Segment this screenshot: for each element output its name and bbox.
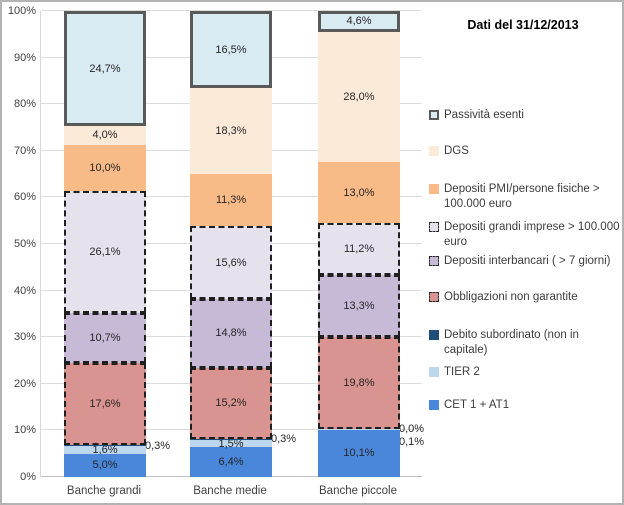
chart-title: Dati del 31/12/2013 xyxy=(467,18,579,32)
segment xyxy=(318,10,400,32)
gridline xyxy=(41,10,422,11)
y-tick-label: 10% xyxy=(13,424,36,437)
legend-swatch-icon xyxy=(429,146,439,156)
segment xyxy=(64,11,146,127)
legend-swatch-icon xyxy=(429,222,439,232)
legend-swatch-icon xyxy=(429,367,439,377)
legend-label: Depositi PMI/persone fisiche > 100.000 e… xyxy=(444,183,600,210)
category-label: Banche medie xyxy=(193,485,267,497)
bar-banche-piccole: 10,1% 19,8% 13,3% 11,2% 13,0% 28,0% 4,6% xyxy=(318,10,400,477)
plot-area: 0,3% 5,0% 1,6% 17,6% 10,7% 26,1% 10,0% 4,0% 24,7… xyxy=(40,10,425,477)
legend-item: Depositi grandi imprese > 100.000 euro xyxy=(429,220,621,250)
category-label: Banche grandi xyxy=(66,485,142,497)
segment xyxy=(64,444,146,447)
outside-segment-label: 0,0% xyxy=(399,423,425,436)
legend-swatch-icon xyxy=(429,184,439,194)
legend-label: DGS xyxy=(444,145,469,157)
segment xyxy=(190,367,272,439)
y-tick-label: 80% xyxy=(13,98,36,111)
segment xyxy=(318,275,400,338)
segment xyxy=(64,144,146,192)
segment xyxy=(64,191,146,313)
outside-segment-label: 0,3% xyxy=(271,433,297,446)
segment xyxy=(318,429,400,477)
segment xyxy=(318,162,400,224)
legend-label: Depositi interbancari ( > 7 giorni) xyxy=(444,255,611,267)
y-tick-label: 60% xyxy=(13,191,36,204)
outside-segment-label: 0,3% xyxy=(145,439,171,452)
segment xyxy=(190,440,272,448)
legend-label: CET 1 + AT1 xyxy=(444,399,510,411)
outside-segment-label: 0,1% xyxy=(399,436,425,449)
y-tick-label: 30% xyxy=(13,331,36,344)
bar-banche-grandi: 5,0% 1,6% 17,6% 10,7% 26,1% 10,0% 4,0% 24,7% xyxy=(64,11,146,477)
legend-item: TIER 2 xyxy=(429,365,621,380)
segment xyxy=(64,362,146,445)
segment xyxy=(318,31,400,163)
segment xyxy=(190,447,272,477)
legend-item: Depositi PMI/persone fisiche > 100.000 e… xyxy=(429,182,621,212)
bar-banche-medie: 6,4% 1,5% 15,2% 14,8% 15,6% 11,3% 18,3% 16,5% xyxy=(190,11,272,477)
legend-item: Passività esenti xyxy=(429,108,621,123)
legend-item: Depositi interbancari ( > 7 giorni) xyxy=(429,254,621,269)
legend-label: Debito subordinato (non in capitale) xyxy=(444,329,579,356)
legend-label: Obbligazioni non garantite xyxy=(444,291,578,303)
y-tick-label: 0% xyxy=(20,471,36,483)
segment xyxy=(190,173,272,227)
segment xyxy=(318,337,400,430)
segment xyxy=(64,312,146,363)
legend-item: CET 1 + AT1 xyxy=(429,398,621,413)
legend-swatch-icon xyxy=(429,292,439,302)
legend-swatch-icon xyxy=(429,400,439,410)
category-label: Banche piccole xyxy=(319,485,397,497)
segment xyxy=(190,11,272,89)
legend-label: Passività esenti xyxy=(444,109,524,121)
legend-swatch-icon xyxy=(429,330,439,340)
y-tick-label: 100% xyxy=(7,5,36,17)
y-tick-label: 50% xyxy=(13,238,36,250)
segment xyxy=(190,88,272,174)
legend-label: Depositi grandi imprese > 100.000 euro xyxy=(444,221,620,248)
segment xyxy=(64,126,146,145)
legend-item: Obbligazioni non garantite xyxy=(429,290,621,305)
legend-item: DGS xyxy=(429,144,621,159)
segment xyxy=(190,438,272,441)
segment xyxy=(64,453,146,477)
legend: Passività esenti DGS Depositi PMI/persone … xyxy=(429,108,621,413)
segment xyxy=(318,223,400,276)
segment xyxy=(190,299,272,368)
y-tick-label: 90% xyxy=(13,51,36,64)
segment xyxy=(64,446,146,454)
legend-item: Debito subordinato (non in capitale) xyxy=(429,328,621,358)
legend-label: TIER 2 xyxy=(444,366,480,378)
y-tick-label: 40% xyxy=(13,284,36,297)
y-tick-label: 20% xyxy=(13,377,36,390)
y-tick-label: 70% xyxy=(13,144,36,157)
segment xyxy=(190,226,272,299)
legend-swatch-icon xyxy=(429,256,439,266)
legend-swatch-icon xyxy=(429,110,439,120)
